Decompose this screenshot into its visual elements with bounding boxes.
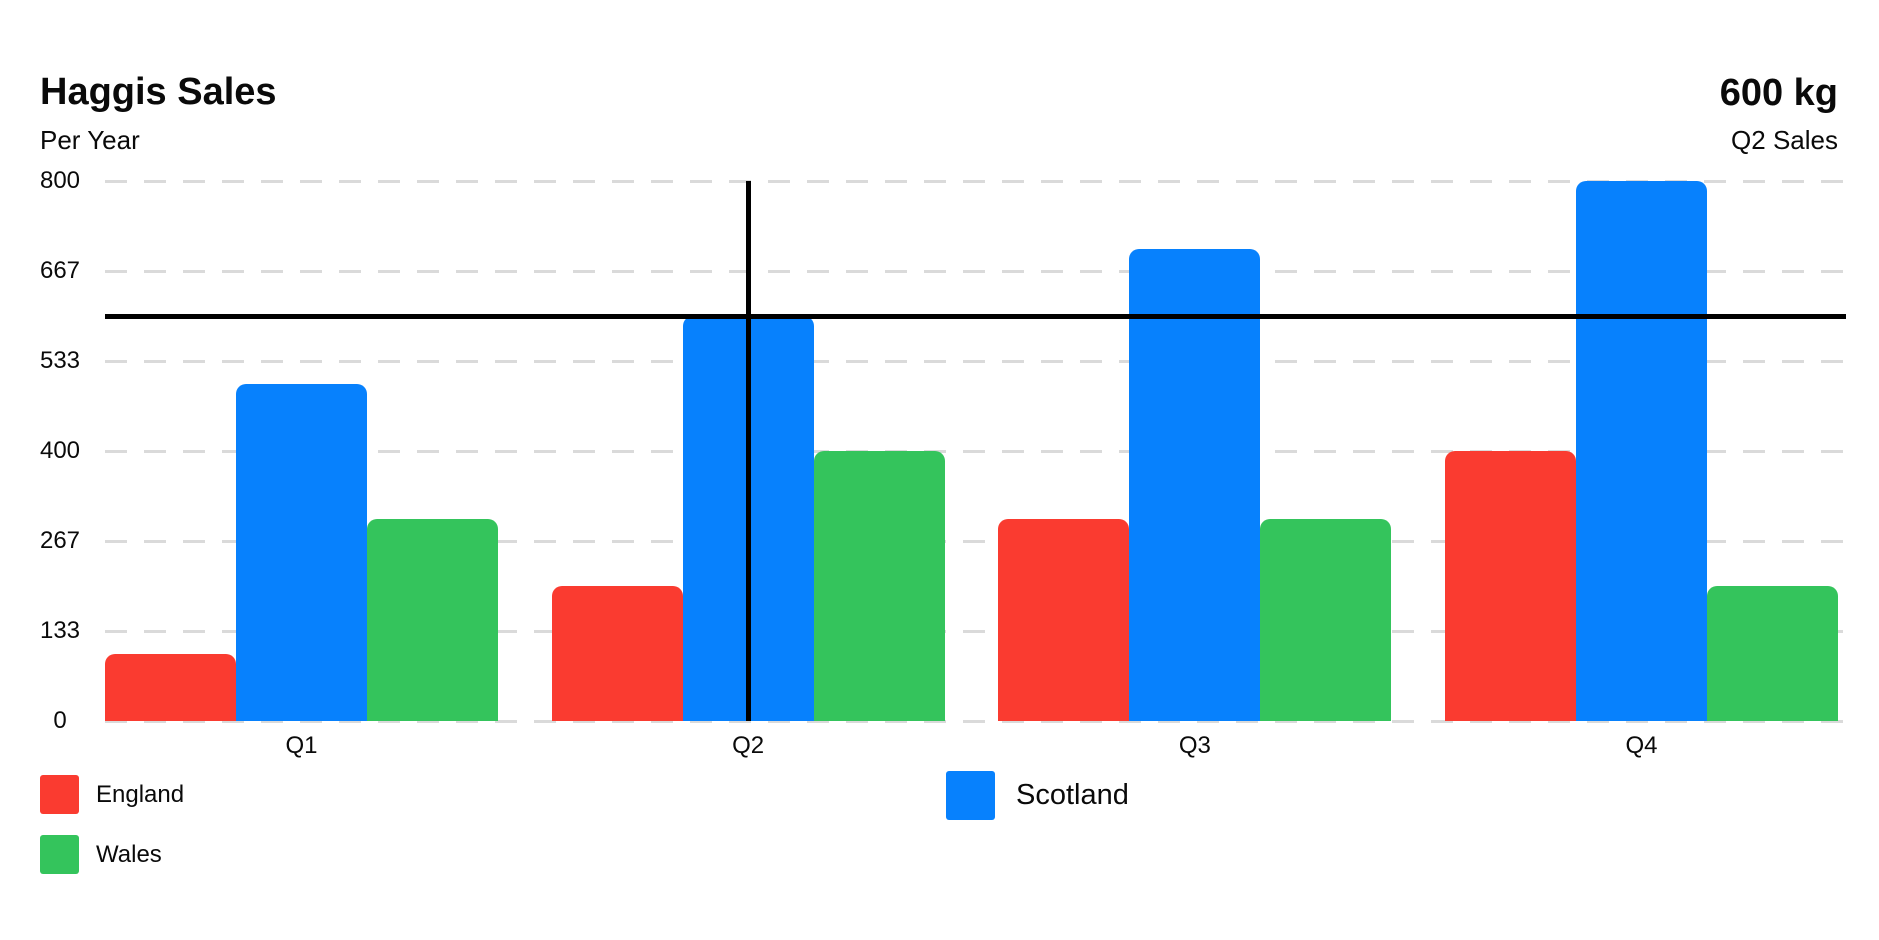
bar-scotland-q3[interactable] (1129, 248, 1261, 721)
x-tick-label-q1: Q1 (285, 732, 318, 759)
page-subtitle: Per Year (40, 125, 140, 155)
y-tick-label-533: 533 (39, 347, 81, 374)
y-tick-label-667: 667 (39, 257, 81, 284)
gridline-0 (105, 719, 1846, 723)
x-tick-label-q2: Q2 (732, 732, 765, 759)
legend-swatch-wales (40, 835, 79, 874)
selected-point-value: 600 kg (1719, 72, 1838, 114)
legend-label-wales: Wales (96, 840, 162, 868)
bar-wales-q1[interactable] (367, 518, 498, 721)
bar-england-q2[interactable] (551, 586, 683, 721)
gridline-400 (105, 449, 1846, 453)
bar-group-q1 (105, 181, 498, 721)
y-axis: 800 667 533 400 267 133 0 (18, 167, 102, 734)
y-tick-label-400: 400 (39, 437, 81, 464)
gridline-667 (105, 269, 1846, 273)
legend-label-scotland: Scotland (1016, 779, 1129, 811)
bar-wales-q4[interactable] (1707, 586, 1838, 721)
gridline-533 (105, 359, 1846, 363)
x-tick-label-q4: Q4 (1625, 732, 1658, 759)
legend-item-scotland[interactable]: Scotland (946, 771, 1129, 820)
bar-scotland-q4[interactable] (1576, 181, 1707, 721)
bar-england-q4[interactable] (1445, 451, 1576, 721)
legend-item-england[interactable]: England (40, 775, 184, 814)
gridline-800 (105, 179, 1846, 183)
selected-point-label: Q2 Sales (1731, 125, 1838, 155)
gridline-267 (105, 539, 1846, 543)
y-tick-label-133: 133 (39, 617, 81, 644)
bar-group-q3 (998, 181, 1392, 721)
bar-england-q3[interactable] (998, 518, 1130, 721)
crosshair-vertical-line[interactable] (745, 181, 751, 721)
bar-group-q4 (1445, 181, 1838, 721)
page-title: Haggis Sales (40, 71, 277, 113)
y-tick-label-267: 267 (39, 527, 81, 554)
plot-area: Q1 Q2 Q3 Q4 (105, 179, 1846, 759)
legend-label-england: England (96, 780, 185, 808)
bar-wales-q2[interactable] (813, 451, 945, 721)
legend-item-wales[interactable]: Wales (40, 835, 162, 874)
y-tick-label-800: 800 (39, 167, 81, 194)
x-tick-label-q3: Q3 (1178, 732, 1211, 759)
y-tick-label-0: 0 (53, 707, 67, 734)
bar-england-q1[interactable] (105, 653, 236, 721)
bar-wales-q3[interactable] (1260, 518, 1392, 721)
crosshair-horizontal-line[interactable] (105, 313, 1846, 319)
bar-scotland-q1[interactable] (236, 383, 367, 721)
gridline-133 (105, 629, 1846, 633)
legend-swatch-england (40, 775, 79, 814)
legend-swatch-scotland (946, 771, 995, 820)
